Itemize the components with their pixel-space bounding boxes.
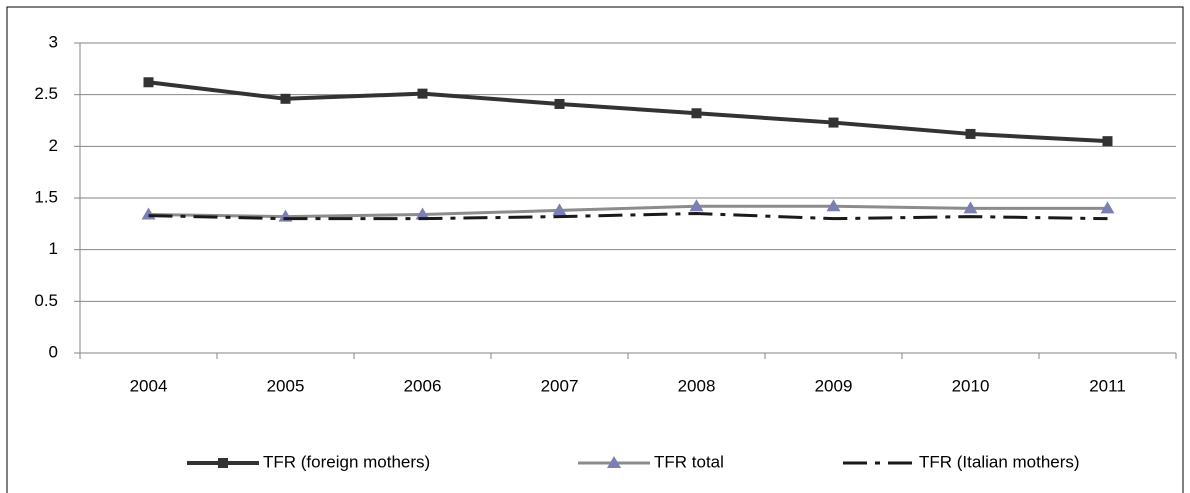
data-point — [963, 201, 978, 214]
series-line — [148, 204, 1108, 219]
x-tick-label: 2007 — [541, 376, 579, 395]
data-point — [554, 98, 565, 109]
legend-label: TFR (Italian mothers) — [919, 452, 1080, 471]
legend-label: TFR (foreign mothers) — [263, 452, 430, 471]
y-tick-label: 2 — [49, 136, 58, 155]
y-tick-label: 2.5 — [34, 84, 58, 103]
data-point — [1100, 201, 1115, 214]
x-tick-label: 2004 — [130, 376, 168, 395]
x-tick-label: 2011 — [1089, 376, 1126, 395]
x-tick-label: 2005 — [267, 376, 305, 395]
series-line — [148, 211, 1108, 221]
data-point — [415, 207, 430, 220]
legend-label: TFR total — [654, 452, 724, 471]
data-point — [143, 77, 154, 88]
x-tick-label: 2009 — [815, 376, 853, 395]
x-tick-label: 2010 — [952, 376, 990, 395]
y-tick-label: 0 — [49, 342, 58, 361]
data-point — [826, 199, 841, 212]
y-tick-label: 0.5 — [34, 291, 58, 310]
data-point — [417, 88, 428, 99]
data-point — [965, 128, 976, 139]
data-point — [689, 199, 704, 212]
series-line — [148, 80, 1108, 144]
data-point — [1102, 136, 1113, 147]
data-point — [691, 108, 702, 119]
data-point — [280, 93, 291, 104]
y-tick-label: 3 — [49, 32, 58, 51]
x-tick-label: 2006 — [404, 376, 442, 395]
data-point — [552, 203, 567, 216]
y-tick-label: 1 — [49, 239, 58, 258]
legend-marker — [218, 458, 228, 468]
data-point — [828, 117, 839, 128]
x-tick-label: 2008 — [678, 376, 716, 395]
chart-frame — [6, 6, 1184, 493]
y-tick-label: 1.5 — [34, 187, 58, 206]
legend-marker — [607, 456, 621, 468]
